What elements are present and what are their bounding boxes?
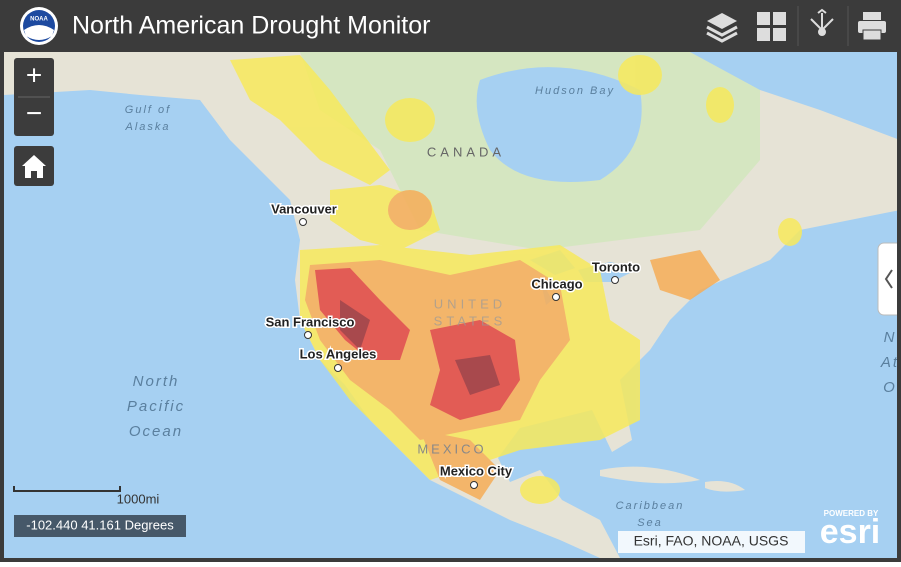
drought-area <box>340 300 500 395</box>
attribution-box <box>618 531 805 553</box>
coordinates: -102.440 41.161 Degrees <box>26 517 174 532</box>
drought-area <box>230 55 390 185</box>
map-label: North <box>133 373 180 390</box>
header: NOAA North American Drought Monitor <box>0 0 901 52</box>
map-label: N <box>884 329 897 346</box>
panel-toggle[interactable] <box>877 242 901 316</box>
drought-area <box>315 268 410 360</box>
map-label: Caribbean <box>616 500 685 512</box>
zoom-in-button[interactable]: + <box>26 59 42 90</box>
scale-line <box>13 486 121 492</box>
share-icon <box>818 28 826 36</box>
map-label: San Francisco <box>266 314 355 329</box>
grid-cell <box>773 12 786 25</box>
toggle-tab <box>877 242 897 316</box>
drought-area <box>388 190 432 230</box>
map-label: Chicago <box>531 276 582 291</box>
arctic <box>690 52 897 139</box>
scale-bar: 1000mi <box>13 486 160 506</box>
city-marker <box>304 331 312 339</box>
noaa-text: NOAA <box>30 17 48 23</box>
zoom-control[interactable]: + − <box>14 58 54 136</box>
map-label: Mexico City <box>440 463 513 478</box>
map-label: Los Angeles <box>300 346 377 361</box>
city-marker <box>299 218 307 226</box>
powered-by: POWERED BY <box>824 509 879 518</box>
city-marker <box>611 276 619 284</box>
map-label: At <box>880 354 899 371</box>
map-label: MEXICO <box>417 441 486 456</box>
map-labels: Gulf of Alaska Hudson Bay CANADA Vancouver To… <box>124 85 899 529</box>
map-label: Ocean <box>129 423 183 440</box>
attribution: Esri, FAO, NOAA, USGS <box>634 533 789 549</box>
city-marker <box>470 481 478 489</box>
home-button[interactable] <box>14 146 54 186</box>
map-label: Vancouver <box>271 201 337 216</box>
map-label: Sea <box>637 517 663 529</box>
city-marker <box>334 364 342 372</box>
map-label: UNITED <box>434 296 506 311</box>
grid-cell <box>757 28 770 41</box>
layers-button[interactable] <box>706 13 738 43</box>
map-label: Pacific <box>127 398 185 415</box>
grid-cell <box>757 12 770 25</box>
zoom-out-button[interactable]: − <box>26 97 42 128</box>
map-label: STATES <box>434 313 507 328</box>
map-label: Toronto <box>592 259 640 274</box>
drought-area <box>650 250 720 300</box>
caribbean-islands <box>600 466 745 492</box>
drought-area <box>618 55 662 95</box>
home-icon <box>22 155 46 178</box>
header-bar <box>0 0 901 52</box>
noaa-bird <box>24 25 54 40</box>
drought-layer <box>230 55 802 504</box>
share-button[interactable] <box>810 8 834 36</box>
map-label: CANADA <box>427 144 505 159</box>
city-marker <box>552 293 560 301</box>
drought-area <box>520 476 560 504</box>
drought-area <box>706 87 734 123</box>
chevron <box>884 269 893 289</box>
map-label: Hudson Bay <box>535 85 615 97</box>
print-button[interactable] <box>858 12 886 41</box>
esri-logo: esri <box>820 513 881 551</box>
share-icon <box>810 8 834 31</box>
layers-icon <box>706 25 738 43</box>
map-label: O <box>883 379 897 396</box>
map-label: Gulf of <box>125 104 171 116</box>
drought-area <box>385 98 435 142</box>
grid-cell <box>773 28 786 41</box>
drought-area <box>778 218 802 246</box>
layers-icon <box>707 13 737 29</box>
map-label: Alaska <box>124 121 170 133</box>
print-icon <box>862 29 882 41</box>
drought-area <box>420 430 500 500</box>
print-icon <box>863 12 881 20</box>
atlantic <box>498 210 897 558</box>
coordinates-box <box>14 515 186 537</box>
app-title: North American Drought Monitor <box>72 12 430 40</box>
scale-label: 1000mi <box>117 491 160 506</box>
hudson-bay <box>476 67 642 182</box>
map: Gulf of Alaska Hudson Bay CANADA Vancouver To… <box>4 52 901 558</box>
basemap-button[interactable] <box>757 12 786 41</box>
